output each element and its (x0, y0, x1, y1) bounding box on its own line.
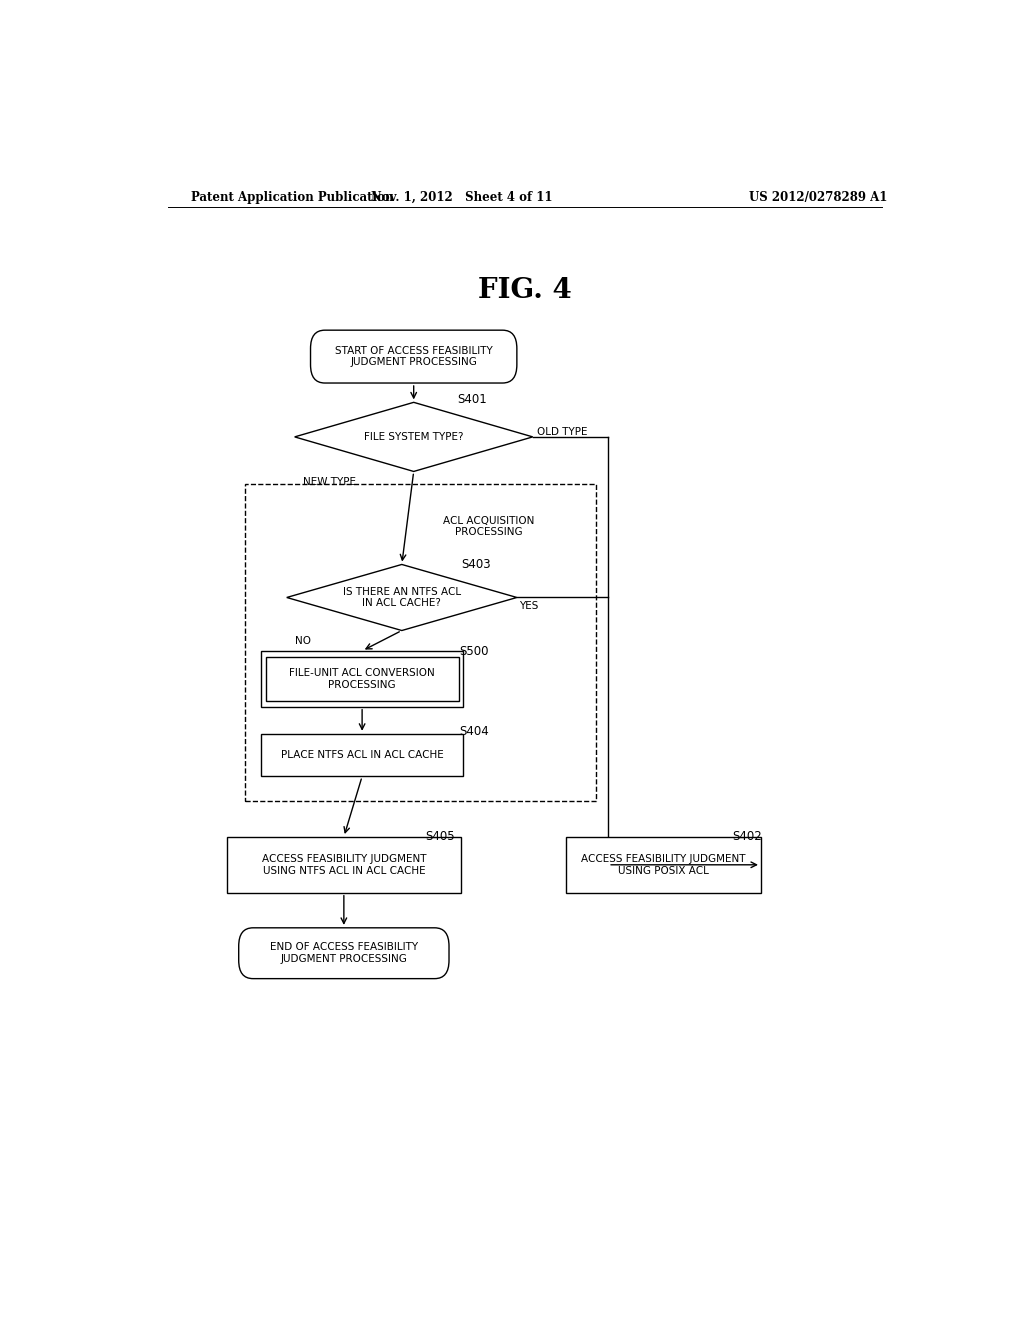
Text: PLACE NTFS ACL IN ACL CACHE: PLACE NTFS ACL IN ACL CACHE (281, 750, 443, 760)
Text: US 2012/0278289 A1: US 2012/0278289 A1 (750, 190, 888, 203)
Text: OLD TYPE: OLD TYPE (537, 426, 587, 437)
Bar (265, 657, 459, 701)
Text: ACL ACQUISITION
PROCESSING: ACL ACQUISITION PROCESSING (443, 516, 535, 537)
Text: FILE-UNIT ACL CONVERSION
PROCESSING: FILE-UNIT ACL CONVERSION PROCESSING (289, 668, 435, 689)
Text: FILE SYSTEM TYPE?: FILE SYSTEM TYPE? (364, 432, 464, 442)
Bar (261, 734, 463, 776)
Text: END OF ACCESS FEASIBILITY
JUDGMENT PROCESSING: END OF ACCESS FEASIBILITY JUDGMENT PROCE… (269, 942, 418, 964)
Bar (246, 483, 596, 801)
Text: S500: S500 (460, 645, 489, 659)
FancyBboxPatch shape (239, 928, 449, 978)
Polygon shape (287, 565, 517, 631)
Text: START OF ACCESS FEASIBILITY
JUDGMENT PROCESSING: START OF ACCESS FEASIBILITY JUDGMENT PRO… (335, 346, 493, 367)
Text: NEW TYPE: NEW TYPE (303, 477, 355, 487)
Bar (566, 837, 761, 892)
FancyBboxPatch shape (310, 330, 517, 383)
Text: IS THERE AN NTFS ACL
IN ACL CACHE?: IS THERE AN NTFS ACL IN ACL CACHE? (343, 586, 461, 609)
Text: FIG. 4: FIG. 4 (478, 277, 571, 304)
Polygon shape (295, 403, 532, 471)
Text: YES: YES (519, 601, 539, 611)
Text: S403: S403 (461, 558, 490, 572)
Text: Nov. 1, 2012   Sheet 4 of 11: Nov. 1, 2012 Sheet 4 of 11 (371, 190, 552, 203)
Text: Patent Application Publication: Patent Application Publication (191, 190, 394, 203)
Text: S402: S402 (733, 830, 763, 843)
Bar (261, 651, 463, 706)
Text: ACCESS FEASIBILITY JUDGMENT
USING POSIX ACL: ACCESS FEASIBILITY JUDGMENT USING POSIX … (582, 854, 745, 875)
Text: ACCESS FEASIBILITY JUDGMENT
USING NTFS ACL IN ACL CACHE: ACCESS FEASIBILITY JUDGMENT USING NTFS A… (261, 854, 426, 875)
Text: S404: S404 (460, 725, 489, 738)
Text: S401: S401 (458, 393, 487, 407)
Text: S405: S405 (426, 830, 456, 843)
Bar (226, 837, 461, 892)
Text: NO: NO (295, 636, 310, 645)
